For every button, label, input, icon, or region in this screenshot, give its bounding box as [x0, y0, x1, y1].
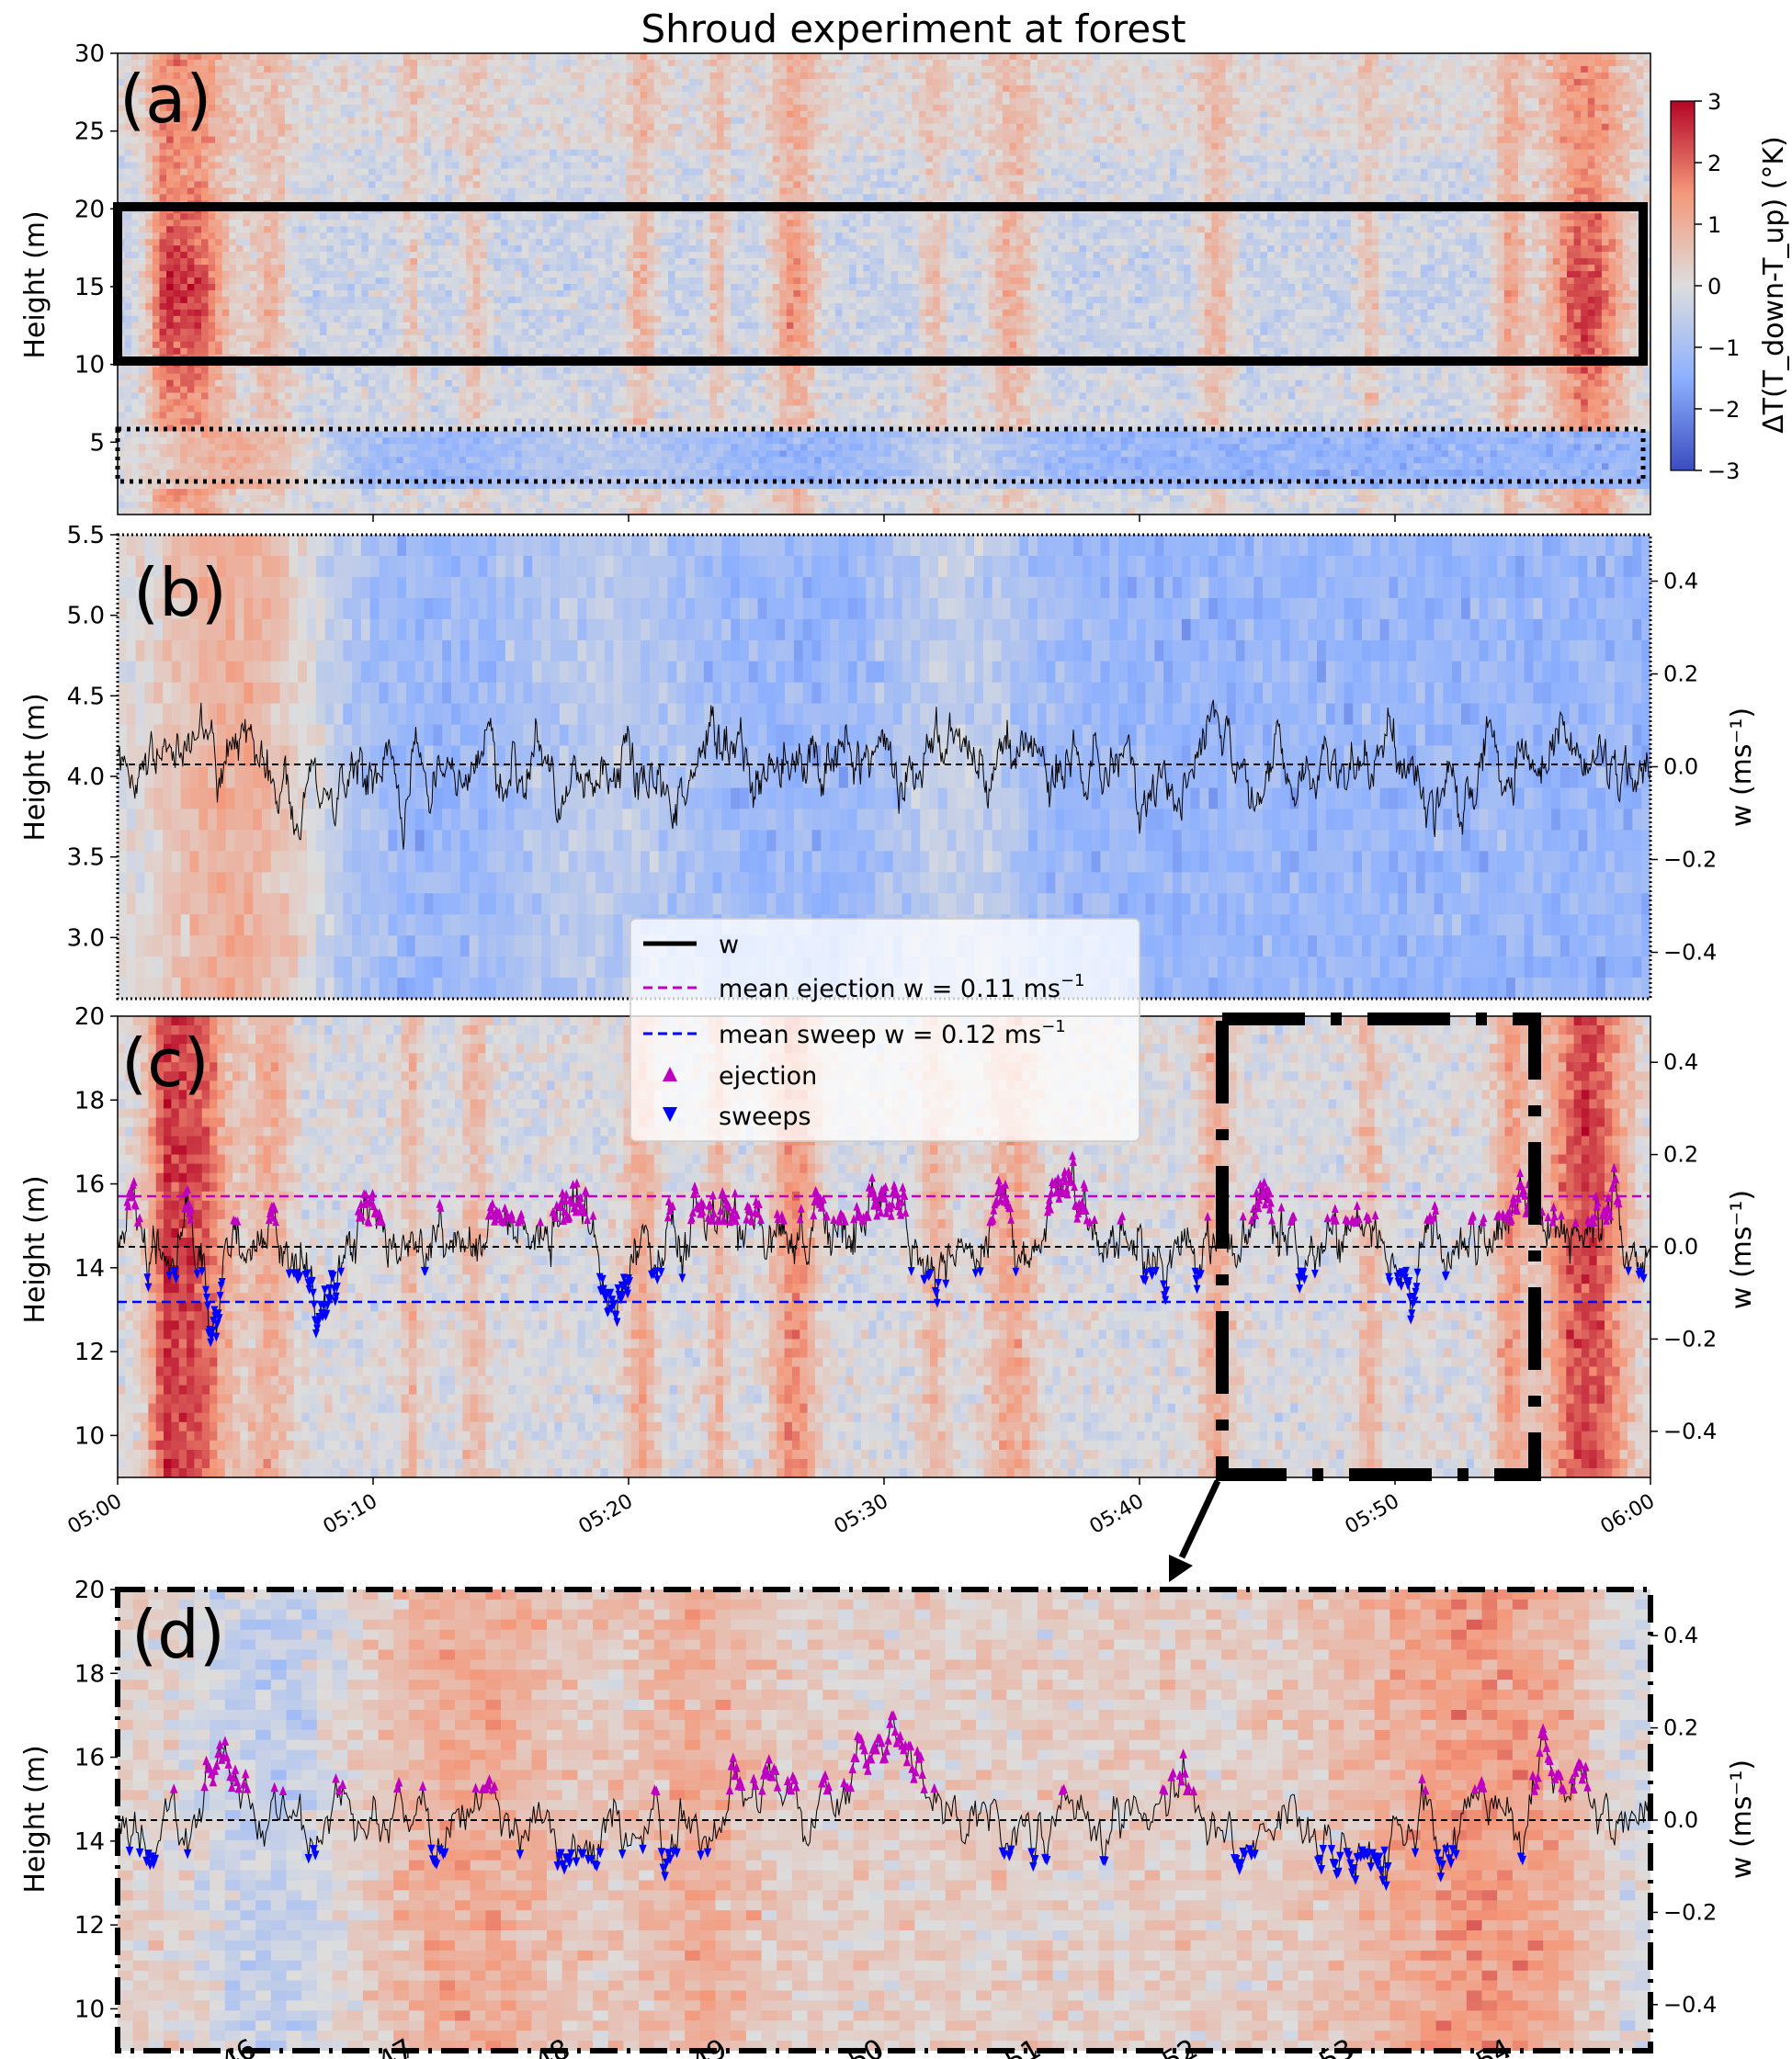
panel-d-sweep-markers [125, 1844, 1527, 1892]
panel-b: (b) Height (m) w (ms⁻¹) 3.0 3.5 4.0 4.5 5.0 5… [19, 522, 1758, 1001]
colorbar-tick-label: −3 [1707, 458, 1740, 484]
y2tick-label: −0.4 [1663, 940, 1717, 966]
ytick-label: 16 [74, 1745, 105, 1772]
y2tick-label: 0.2 [1663, 662, 1698, 687]
panel-a-label: (a) [119, 61, 211, 138]
panel-c-zoom-box [1216, 1013, 1541, 1481]
y2tick-label: 0.0 [1663, 1234, 1698, 1260]
y2tick-label: 0.2 [1663, 1142, 1698, 1168]
xtick-label: 05:00 [64, 1490, 126, 1539]
y2tick-label: −0.4 [1663, 1992, 1717, 2018]
xtick-label: 05:10 [320, 1490, 381, 1539]
y2tick-label: 0.4 [1663, 569, 1698, 594]
panel-d: (d) Height (m) w (ms⁻¹) 10 12 14 16 18 20 0.4 0… [19, 1577, 1758, 2059]
panel-d-ylabel: Height (m) [19, 1745, 51, 1893]
colorbar-tick-label: 3 [1707, 89, 1721, 115]
panel-b-ylabel: Height (m) [19, 693, 51, 841]
xtick-label: 05:30 [831, 1490, 892, 1539]
panel-d-y2label: w (ms⁻¹) [1726, 1759, 1758, 1879]
ytick-label: 5.5 [67, 522, 105, 549]
colorbar-tick-label: 2 [1707, 151, 1721, 176]
ytick-label: 12 [74, 1912, 105, 1940]
y2tick-label: 0.0 [1663, 754, 1698, 780]
colorbar-tick-label: −2 [1707, 397, 1740, 423]
y2tick-label: 0.2 [1663, 1715, 1698, 1741]
ytick-label: 30 [74, 40, 105, 68]
ytick-label: 18 [74, 1660, 105, 1688]
colorbar-label: ΔT(T_down-T_up) (°K) [1758, 136, 1790, 434]
panel-c-ylabel: Height (m) [19, 1175, 51, 1323]
ytick-label: 3.0 [67, 924, 105, 952]
y2tick-label: 0.4 [1663, 1049, 1698, 1075]
figure-title: Shroud experiment at forest [641, 6, 1185, 51]
panel-c-label: (c) [121, 1024, 210, 1102]
y2tick-label: 0.4 [1663, 1623, 1698, 1648]
ytick-label: 15 [74, 274, 105, 301]
ytick-label: 18 [74, 1087, 105, 1114]
panel-d-ejection-markers [169, 1710, 1592, 1796]
legend: w mean ejection w = 0.11 ms−1 mean sweep… [629, 918, 1140, 1142]
panel-a-heatmap [118, 53, 1650, 515]
panel-b-y2label: w (ms⁻¹) [1726, 707, 1758, 827]
legend-ejection-marker [663, 1067, 677, 1081]
legend-box [629, 918, 1140, 1142]
ytick-label: 4.5 [67, 683, 105, 710]
ytick-label: 3.5 [67, 844, 105, 872]
y2tick-label: −0.2 [1663, 1326, 1717, 1352]
ytick-label: 5 [89, 429, 105, 457]
panel-b-ticks: 3.0 3.5 4.0 4.5 5.0 5.5 0.4 0.2 0.0 −0.2 −0.4 [67, 522, 1718, 966]
ytick-label: 25 [74, 119, 105, 146]
panel-a-yticks: 5 10 15 20 25 30 [74, 40, 1396, 522]
colorbar-tick-label: 1 [1707, 212, 1721, 238]
panel-c-y2label: w (ms⁻¹) [1726, 1190, 1758, 1309]
xtick-label: 06:00 [1597, 1490, 1659, 1539]
legend-sweep-label: sweeps [719, 1103, 811, 1131]
y2tick-label: −0.2 [1663, 1899, 1717, 1925]
panel-b-heatmap [118, 535, 1650, 999]
colorbar-tick-label: 0 [1707, 274, 1721, 300]
ytick-label: 14 [74, 1828, 105, 1856]
legend-sweep-marker [663, 1107, 677, 1122]
legend-ejection-label: ejection [719, 1062, 817, 1091]
ytick-label: 10 [74, 352, 105, 379]
zoom-arrow [1169, 1479, 1221, 1582]
xtick-label: 05:40 [1086, 1490, 1148, 1539]
panel-c-sweep-markers [143, 1266, 1648, 1348]
ytick-label: 16 [74, 1171, 105, 1199]
legend-ejection-mean-label: mean ejection w = 0.11 ms−1 [719, 971, 1085, 1003]
y2tick-label: −0.2 [1663, 847, 1717, 873]
panel-a-ylabel: Height (m) [19, 210, 51, 358]
ytick-label: 4.0 [67, 764, 105, 791]
ytick-label: 20 [74, 196, 105, 223]
colorbar-ticks: 3 2 1 0 −1 −2 −3 [1695, 89, 1740, 484]
ytick-label: 10 [74, 1996, 105, 2023]
panel-b-w-line [118, 699, 1650, 850]
ytick-label: 5.0 [67, 603, 105, 630]
ytick-label: 14 [74, 1255, 105, 1283]
xtick-label: 05:20 [575, 1490, 637, 1539]
panel-a-dotted-box [115, 426, 1646, 484]
ytick-label: 12 [74, 1339, 105, 1366]
ytick-label: 20 [74, 1577, 105, 1604]
ytick-label: 20 [74, 1003, 105, 1031]
y2tick-label: −0.4 [1663, 1419, 1717, 1444]
xtick-label: 05:50 [1342, 1490, 1403, 1539]
panel-b-label: (b) [133, 554, 227, 631]
colorbar-tick-label: −1 [1707, 335, 1740, 361]
colorbar [1670, 100, 1696, 471]
ytick-label: 10 [74, 1422, 105, 1450]
legend-w-label: w [719, 931, 739, 959]
legend-sweep-mean-label: mean sweep w = 0.12 ms−1 [719, 1017, 1066, 1049]
y2tick-label: 0.0 [1663, 1807, 1698, 1833]
panel-d-label: (d) [131, 1596, 225, 1673]
